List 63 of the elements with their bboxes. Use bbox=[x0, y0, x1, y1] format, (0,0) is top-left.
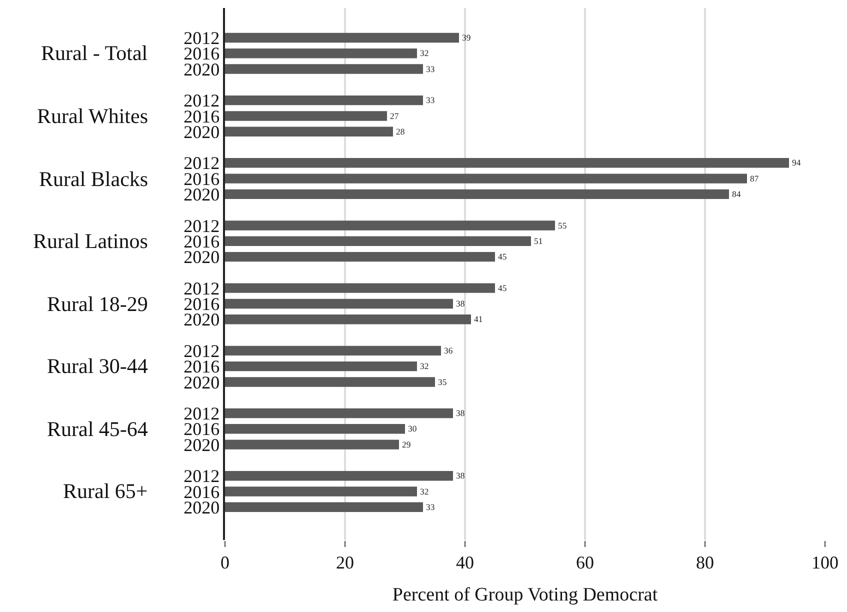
y-tick-label: Rural Latinos bbox=[33, 229, 148, 253]
bar bbox=[225, 126, 393, 136]
data-label: 55 bbox=[558, 220, 567, 230]
y-tick-label: Rural 45-64 bbox=[47, 417, 148, 441]
bar bbox=[225, 236, 531, 246]
bar bbox=[225, 64, 423, 74]
bar bbox=[225, 502, 423, 512]
data-label: 28 bbox=[396, 126, 405, 136]
bar bbox=[225, 408, 453, 418]
y-tick-label: Rural 18-29 bbox=[47, 292, 148, 316]
bar bbox=[225, 346, 441, 356]
data-label: 32 bbox=[420, 486, 429, 496]
x-tick-label: 100 bbox=[812, 552, 838, 573]
bar bbox=[225, 174, 747, 184]
data-label: 45 bbox=[498, 282, 507, 293]
bar bbox=[225, 377, 435, 387]
bar bbox=[225, 32, 459, 43]
bar bbox=[225, 283, 495, 293]
x-tick-label: 20 bbox=[336, 552, 354, 573]
data-label: 27 bbox=[390, 110, 400, 121]
bar bbox=[225, 486, 417, 496]
data-label: 33 bbox=[426, 502, 435, 512]
y-tick-label: Rural 30-44 bbox=[47, 354, 148, 378]
x-tick-label: 60 bbox=[576, 552, 594, 573]
y-tick-label: Rural Whites bbox=[37, 104, 148, 128]
data-label: 39 bbox=[462, 32, 471, 43]
bar bbox=[225, 361, 417, 372]
data-label: 38 bbox=[456, 470, 465, 481]
data-label: 87 bbox=[750, 173, 760, 184]
x-tick-label: 0 bbox=[220, 552, 230, 573]
data-label: 51 bbox=[534, 236, 543, 246]
data-label: 45 bbox=[498, 252, 507, 262]
data-label: 36 bbox=[444, 345, 454, 356]
x-tick-label: 40 bbox=[456, 552, 474, 573]
bar bbox=[225, 220, 555, 230]
y-tick-label: Rural 65+ bbox=[63, 479, 148, 503]
data-label: 30 bbox=[408, 424, 417, 434]
bar bbox=[225, 314, 471, 324]
data-label: 41 bbox=[474, 314, 483, 324]
data-label: 33 bbox=[426, 95, 435, 106]
bar bbox=[225, 48, 417, 58]
bar bbox=[225, 424, 405, 434]
data-label: 84 bbox=[732, 189, 742, 200]
x-tick-label: 80 bbox=[696, 552, 714, 573]
data-label: 29 bbox=[402, 439, 411, 450]
y-tick-label: Rural Blacks bbox=[39, 167, 148, 191]
bar bbox=[225, 95, 423, 106]
data-label: 35 bbox=[438, 376, 447, 387]
data-label: 94 bbox=[792, 158, 802, 168]
y-tick-label: Rural - Total bbox=[41, 41, 148, 65]
data-label: 38 bbox=[456, 298, 465, 309]
data-label: 32 bbox=[420, 48, 429, 58]
bar bbox=[225, 440, 399, 450]
data-label: 38 bbox=[456, 408, 465, 418]
bar bbox=[225, 111, 387, 121]
bar bbox=[225, 298, 453, 309]
data-label: 33 bbox=[426, 64, 435, 74]
bar bbox=[225, 189, 729, 200]
x-axis-title: Percent of Group Voting Democrat bbox=[392, 584, 658, 606]
data-label: 32 bbox=[420, 361, 429, 372]
bar bbox=[225, 471, 453, 481]
bar bbox=[225, 158, 789, 168]
bar bbox=[225, 252, 495, 262]
